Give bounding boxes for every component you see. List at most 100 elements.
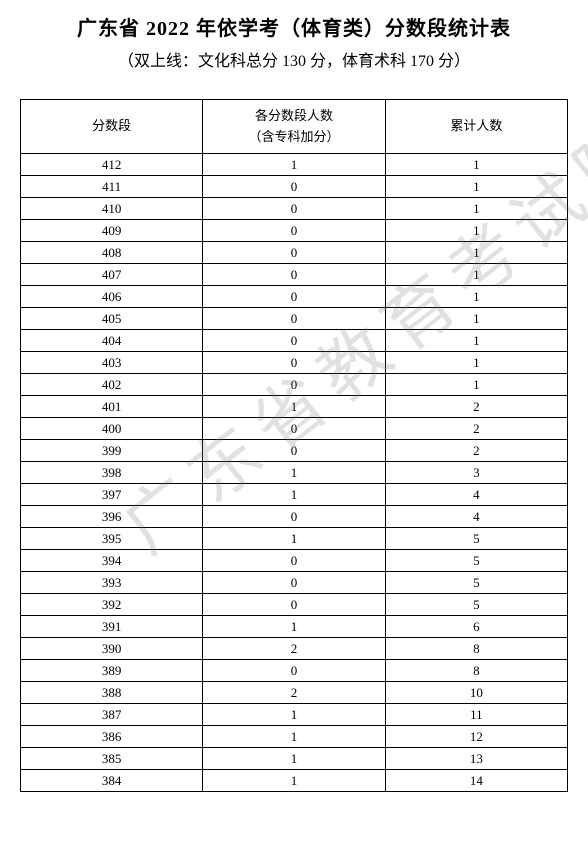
table-cell: 1 bbox=[385, 286, 567, 308]
table-cell: 4 bbox=[385, 506, 567, 528]
table-cell: 1 bbox=[385, 198, 567, 220]
table-header-row: 分数段 各分数段人数 （含专科加分） 累计人数 bbox=[21, 100, 568, 154]
table-cell: 396 bbox=[21, 506, 203, 528]
table-row: 41101 bbox=[21, 176, 568, 198]
table-row: 39028 bbox=[21, 638, 568, 660]
table-cell: 390 bbox=[21, 638, 203, 660]
table-row: 384114 bbox=[21, 770, 568, 792]
table-cell: 407 bbox=[21, 264, 203, 286]
table-cell: 5 bbox=[385, 572, 567, 594]
table-cell: 0 bbox=[203, 286, 385, 308]
table-row: 386112 bbox=[21, 726, 568, 748]
table-row: 39902 bbox=[21, 440, 568, 462]
table-row: 39305 bbox=[21, 572, 568, 594]
table-cell: 1 bbox=[385, 220, 567, 242]
col-header-cumulative: 累计人数 bbox=[385, 100, 567, 154]
col-header-count-line1: 各分数段人数 （含专科加分） bbox=[248, 108, 339, 144]
table-cell: 0 bbox=[203, 418, 385, 440]
table-row: 39714 bbox=[21, 484, 568, 506]
table-row: 39116 bbox=[21, 616, 568, 638]
table-row: 40112 bbox=[21, 396, 568, 418]
table-cell: 385 bbox=[21, 748, 203, 770]
table-cell: 13 bbox=[385, 748, 567, 770]
page-container: 广东省教育考试院 广东省 2022 年依学考（体育类）分数段统计表 （双上线：文… bbox=[0, 0, 588, 812]
table-cell: 400 bbox=[21, 418, 203, 440]
table-cell: 5 bbox=[385, 594, 567, 616]
table-cell: 402 bbox=[21, 374, 203, 396]
table-cell: 1 bbox=[203, 462, 385, 484]
table-cell: 1 bbox=[203, 770, 385, 792]
table-cell: 6 bbox=[385, 616, 567, 638]
table-cell: 12 bbox=[385, 726, 567, 748]
table-cell: 0 bbox=[203, 594, 385, 616]
table-cell: 14 bbox=[385, 770, 567, 792]
table-cell: 0 bbox=[203, 308, 385, 330]
table-row: 39604 bbox=[21, 506, 568, 528]
table-cell: 391 bbox=[21, 616, 203, 638]
table-cell: 4 bbox=[385, 484, 567, 506]
table-cell: 394 bbox=[21, 550, 203, 572]
table-row: 40601 bbox=[21, 286, 568, 308]
table-row: 40401 bbox=[21, 330, 568, 352]
table-cell: 0 bbox=[203, 264, 385, 286]
table-cell: 10 bbox=[385, 682, 567, 704]
table-row: 39405 bbox=[21, 550, 568, 572]
table-cell: 389 bbox=[21, 660, 203, 682]
table-cell: 398 bbox=[21, 462, 203, 484]
table-row: 40801 bbox=[21, 242, 568, 264]
table-head: 分数段 各分数段人数 （含专科加分） 累计人数 bbox=[21, 100, 568, 154]
table-cell: 0 bbox=[203, 660, 385, 682]
table-cell: 404 bbox=[21, 330, 203, 352]
table-cell: 386 bbox=[21, 726, 203, 748]
table-cell: 0 bbox=[203, 352, 385, 374]
table-row: 38908 bbox=[21, 660, 568, 682]
table-cell: 5 bbox=[385, 550, 567, 572]
table-row: 39813 bbox=[21, 462, 568, 484]
table-body: 4121141101410014090140801407014060140501… bbox=[21, 154, 568, 792]
table-row: 41211 bbox=[21, 154, 568, 176]
table-cell: 2 bbox=[385, 440, 567, 462]
table-cell: 399 bbox=[21, 440, 203, 462]
table-row: 40301 bbox=[21, 352, 568, 374]
table-cell: 384 bbox=[21, 770, 203, 792]
table-cell: 1 bbox=[203, 726, 385, 748]
col-header-count: 各分数段人数 （含专科加分） bbox=[203, 100, 385, 154]
table-cell: 410 bbox=[21, 198, 203, 220]
table-row: 388210 bbox=[21, 682, 568, 704]
table-row: 387111 bbox=[21, 704, 568, 726]
table-cell: 401 bbox=[21, 396, 203, 418]
table-cell: 1 bbox=[203, 396, 385, 418]
table-cell: 1 bbox=[385, 352, 567, 374]
table-cell: 406 bbox=[21, 286, 203, 308]
table-cell: 1 bbox=[385, 154, 567, 176]
table-cell: 1 bbox=[203, 704, 385, 726]
table-cell: 3 bbox=[385, 462, 567, 484]
table-cell: 411 bbox=[21, 176, 203, 198]
table-cell: 0 bbox=[203, 198, 385, 220]
table-row: 40002 bbox=[21, 418, 568, 440]
table-cell: 0 bbox=[203, 330, 385, 352]
table-row: 40701 bbox=[21, 264, 568, 286]
table-row: 385113 bbox=[21, 748, 568, 770]
table-cell: 1 bbox=[385, 242, 567, 264]
col-header-score: 分数段 bbox=[21, 100, 203, 154]
table-cell: 2 bbox=[203, 682, 385, 704]
table-cell: 2 bbox=[203, 638, 385, 660]
table-row: 39205 bbox=[21, 594, 568, 616]
table-cell: 408 bbox=[21, 242, 203, 264]
table-cell: 1 bbox=[385, 176, 567, 198]
table-cell: 1 bbox=[385, 374, 567, 396]
table-cell: 0 bbox=[203, 550, 385, 572]
table-cell: 0 bbox=[203, 440, 385, 462]
table-cell: 1 bbox=[203, 748, 385, 770]
table-cell: 397 bbox=[21, 484, 203, 506]
table-cell: 0 bbox=[203, 176, 385, 198]
table-row: 40901 bbox=[21, 220, 568, 242]
table-row: 39515 bbox=[21, 528, 568, 550]
table-cell: 1 bbox=[385, 330, 567, 352]
table-cell: 0 bbox=[203, 374, 385, 396]
table-cell: 403 bbox=[21, 352, 203, 374]
table-cell: 395 bbox=[21, 528, 203, 550]
table-cell: 392 bbox=[21, 594, 203, 616]
table-cell: 8 bbox=[385, 638, 567, 660]
